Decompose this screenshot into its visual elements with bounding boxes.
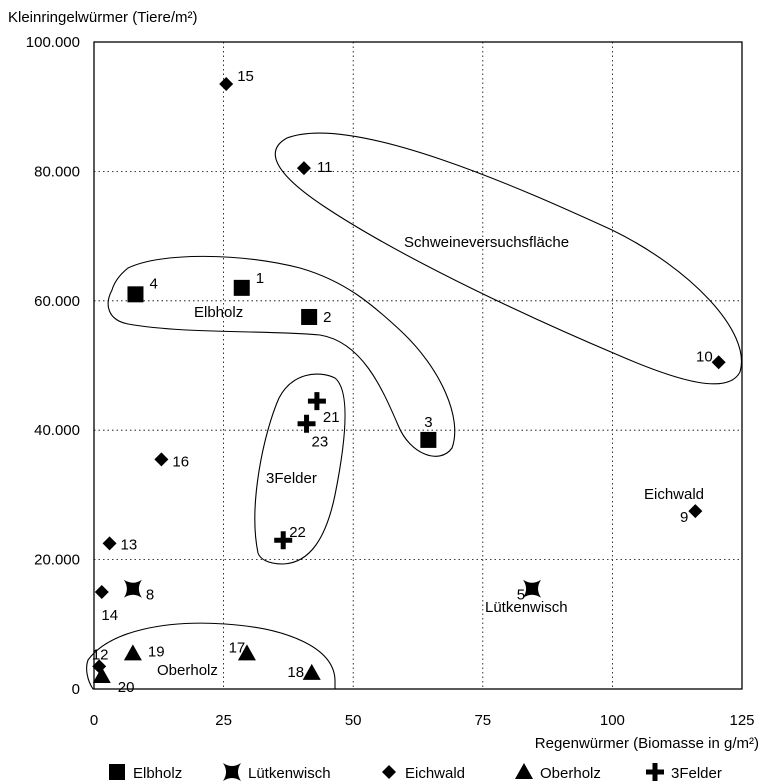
point-9-diamond-marker xyxy=(688,504,702,518)
y-axis-label: Kleinringelwürmer (Tiere/m²) xyxy=(8,9,197,26)
point-label-15: 15 xyxy=(237,68,254,85)
point-label-14: 14 xyxy=(101,607,118,624)
y-tick-label: 0 xyxy=(72,681,80,698)
point-label-3: 3 xyxy=(424,414,432,431)
y-tick-label: 40.000 xyxy=(34,422,80,439)
legend-triangle-icon xyxy=(515,763,533,779)
point-label-13: 13 xyxy=(121,536,138,553)
y-tick-label: 60.000 xyxy=(34,293,80,310)
y-tick-label: 20.000 xyxy=(34,552,80,569)
point-label-19: 19 xyxy=(148,643,165,660)
annotation-luetkenwisch: Lütkenwisch xyxy=(485,599,568,616)
y-tick-labels: 0 20.000 40.000 60.000 80.000 100.000 xyxy=(26,34,80,698)
x-tick-label: 100 xyxy=(600,712,625,729)
enclosure-schweineversuchsflaeche xyxy=(275,133,741,384)
x-tick-label: 50 xyxy=(345,712,362,729)
x-tick-label: 125 xyxy=(729,712,754,729)
point-label-5: 5 xyxy=(517,587,525,604)
point-label-17: 17 xyxy=(229,639,246,656)
point-label-2: 2 xyxy=(323,309,331,326)
annotation-3felder: 3Felder xyxy=(266,470,317,487)
legend-label: 3Felder xyxy=(671,765,722,782)
point-label-18: 18 xyxy=(287,664,304,681)
annotation-elbholz: Elbholz xyxy=(194,304,243,321)
point-label-4: 4 xyxy=(149,275,157,292)
point-label-1: 1 xyxy=(256,270,264,287)
legend-label: Oberholz xyxy=(540,765,601,782)
data-points xyxy=(92,77,725,683)
point-2-square-marker xyxy=(301,309,317,325)
point-label-12: 12 xyxy=(92,646,109,663)
point-3-square-marker xyxy=(420,432,436,448)
annotation-eichwald: Eichwald xyxy=(644,486,704,503)
point-label-16: 16 xyxy=(172,453,189,470)
point-21-plus-marker xyxy=(308,392,326,410)
x-tick-label: 0 xyxy=(90,712,98,729)
point-15-diamond-marker xyxy=(219,77,233,91)
point-label-8: 8 xyxy=(146,587,154,604)
x-tick-label: 75 xyxy=(474,712,491,729)
point-11-diamond-marker xyxy=(297,161,311,175)
annotation-oberholz: Oberholz xyxy=(157,662,218,679)
y-tick-label: 80.000 xyxy=(34,163,80,180)
x-tick-labels: 0 25 50 75 100 125 xyxy=(90,712,755,729)
legend-label: Lütkenwisch xyxy=(248,765,331,782)
point-23-plus-marker xyxy=(298,415,316,433)
point-label-10: 10 xyxy=(696,348,713,365)
enclosure-elbholz xyxy=(108,256,455,456)
point-8-x-marker xyxy=(124,580,142,598)
legend-square-icon xyxy=(109,764,125,780)
point-14-diamond-marker xyxy=(95,585,109,599)
point-16-diamond-marker xyxy=(154,452,168,466)
x-axis-label: Regenwürmer (Biomasse in g/m²) xyxy=(535,735,759,752)
point-label-21: 21 xyxy=(323,409,340,426)
point-19-triangle-marker xyxy=(124,644,142,660)
point-13-diamond-marker xyxy=(103,536,117,550)
group-enclosures xyxy=(87,133,742,689)
legend-label: Eichwald xyxy=(405,765,465,782)
point-label-22: 22 xyxy=(289,524,306,541)
point-label-20: 20 xyxy=(118,679,135,696)
x-tick-label: 25 xyxy=(215,712,232,729)
annotation-schweineversuchsflaeche: Schweineversuchsfläche xyxy=(404,234,569,251)
legend-x-icon xyxy=(223,763,241,781)
point-4-square-marker xyxy=(127,286,143,302)
y-tick-label: 100.000 xyxy=(26,34,80,51)
point-1-square-marker xyxy=(234,280,250,296)
legend: Elbholz Lütkenwisch Eichwald Oberholz 3Felde… xyxy=(109,763,722,782)
legend-plus-icon xyxy=(646,763,664,781)
point-10-diamond-marker xyxy=(712,355,726,369)
legend-label: Elbholz xyxy=(133,765,182,782)
point-label-23: 23 xyxy=(312,434,329,451)
point-label-11: 11 xyxy=(317,159,333,176)
point-label-9: 9 xyxy=(680,509,688,526)
point-5-x-marker xyxy=(523,580,541,598)
legend-diamond-icon xyxy=(382,765,396,779)
point-18-triangle-marker xyxy=(303,664,321,680)
